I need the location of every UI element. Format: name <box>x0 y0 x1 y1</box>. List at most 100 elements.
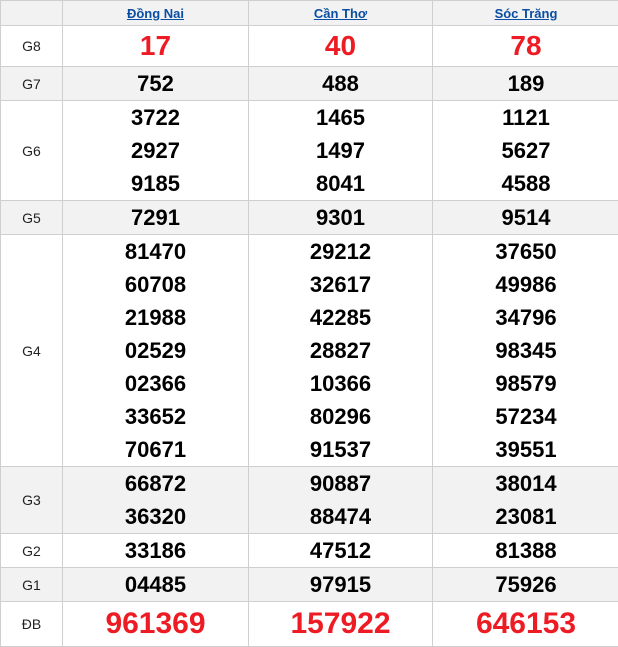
result-number: 70671 <box>63 433 248 466</box>
result-cell: 81388 <box>433 534 618 568</box>
result-number: 49986 <box>433 268 618 301</box>
result-number: 8041 <box>249 167 432 200</box>
result-number: 646153 <box>433 602 618 646</box>
result-cell: 04485 <box>63 568 249 602</box>
result-number: 66872 <box>63 467 248 500</box>
result-cell: 33186 <box>63 534 249 568</box>
result-number: 91537 <box>249 433 432 466</box>
result-cell: 47512 <box>249 534 433 568</box>
result-cell: 7291 <box>63 201 249 235</box>
result-number: 36320 <box>63 500 248 533</box>
result-number: 961369 <box>63 602 248 646</box>
result-number: 42285 <box>249 301 432 334</box>
result-number: 17 <box>63 26 248 66</box>
result-number: 34796 <box>433 301 618 334</box>
prize-label: G1 <box>1 568 63 602</box>
prize-label: G6 <box>1 101 63 201</box>
province-link-dong-nai[interactable]: Đồng Nai <box>127 6 184 21</box>
result-number: 23081 <box>433 500 618 533</box>
result-number: 488 <box>249 67 432 100</box>
result-number: 81470 <box>63 235 248 268</box>
result-number: 33652 <box>63 400 248 433</box>
result-cell: 189 <box>433 67 618 101</box>
result-cell: 78 <box>433 26 618 67</box>
prize-label: ĐB <box>1 602 63 647</box>
prize-label: G5 <box>1 201 63 235</box>
result-cell: 961369 <box>63 602 249 647</box>
prize-label: G7 <box>1 67 63 101</box>
result-number: 3722 <box>63 101 248 134</box>
result-cell: 646153 <box>433 602 618 647</box>
result-number: 28827 <box>249 334 432 367</box>
header-row: Đồng Nai Cần Thơ Sóc Trăng <box>1 1 618 26</box>
result-number: 752 <box>63 67 248 100</box>
result-number: 38014 <box>433 467 618 500</box>
result-number: 98345 <box>433 334 618 367</box>
result-number: 1465 <box>249 101 432 134</box>
result-number: 04485 <box>63 568 248 601</box>
result-number: 60708 <box>63 268 248 301</box>
result-number: 2927 <box>63 134 248 167</box>
result-cell: 75926 <box>433 568 618 602</box>
result-number: 189 <box>433 67 618 100</box>
header-blank <box>1 1 63 26</box>
result-number: 88474 <box>249 500 432 533</box>
result-number: 47512 <box>249 534 432 567</box>
province-link-soc-trang[interactable]: Sóc Trăng <box>495 6 558 21</box>
result-number: 21988 <box>63 301 248 334</box>
result-number: 78 <box>433 26 618 66</box>
result-number: 57234 <box>433 400 618 433</box>
result-cell: 752 <box>63 67 249 101</box>
result-number: 80296 <box>249 400 432 433</box>
result-number: 10366 <box>249 367 432 400</box>
province-link-can-tho[interactable]: Cần Thơ <box>314 6 367 21</box>
result-number: 9185 <box>63 167 248 200</box>
result-number: 9514 <box>433 201 618 234</box>
result-number: 1497 <box>249 134 432 167</box>
prize-label: G4 <box>1 235 63 467</box>
result-number: 39551 <box>433 433 618 466</box>
result-number: 7291 <box>63 201 248 234</box>
result-number: 1121 <box>433 101 618 134</box>
result-cell: 488 <box>249 67 433 101</box>
result-number: 40 <box>249 26 432 66</box>
prize-label: G2 <box>1 534 63 568</box>
result-cell: 157922 <box>249 602 433 647</box>
result-number: 157922 <box>249 602 432 646</box>
result-cell: 97915 <box>249 568 433 602</box>
result-number: 02529 <box>63 334 248 367</box>
prize-label: G8 <box>1 26 63 67</box>
result-number: 33186 <box>63 534 248 567</box>
result-number: 29212 <box>249 235 432 268</box>
result-cell: 17 <box>63 26 249 67</box>
result-number: 32617 <box>249 268 432 301</box>
result-number: 98579 <box>433 367 618 400</box>
result-number: 37650 <box>433 235 618 268</box>
result-cell: 9301 <box>249 201 433 235</box>
result-number: 02366 <box>63 367 248 400</box>
result-number: 9301 <box>249 201 432 234</box>
result-number: 81388 <box>433 534 618 567</box>
prize-label: G3 <box>1 467 63 534</box>
result-number: 5627 <box>433 134 618 167</box>
result-cell: 9514 <box>433 201 618 235</box>
